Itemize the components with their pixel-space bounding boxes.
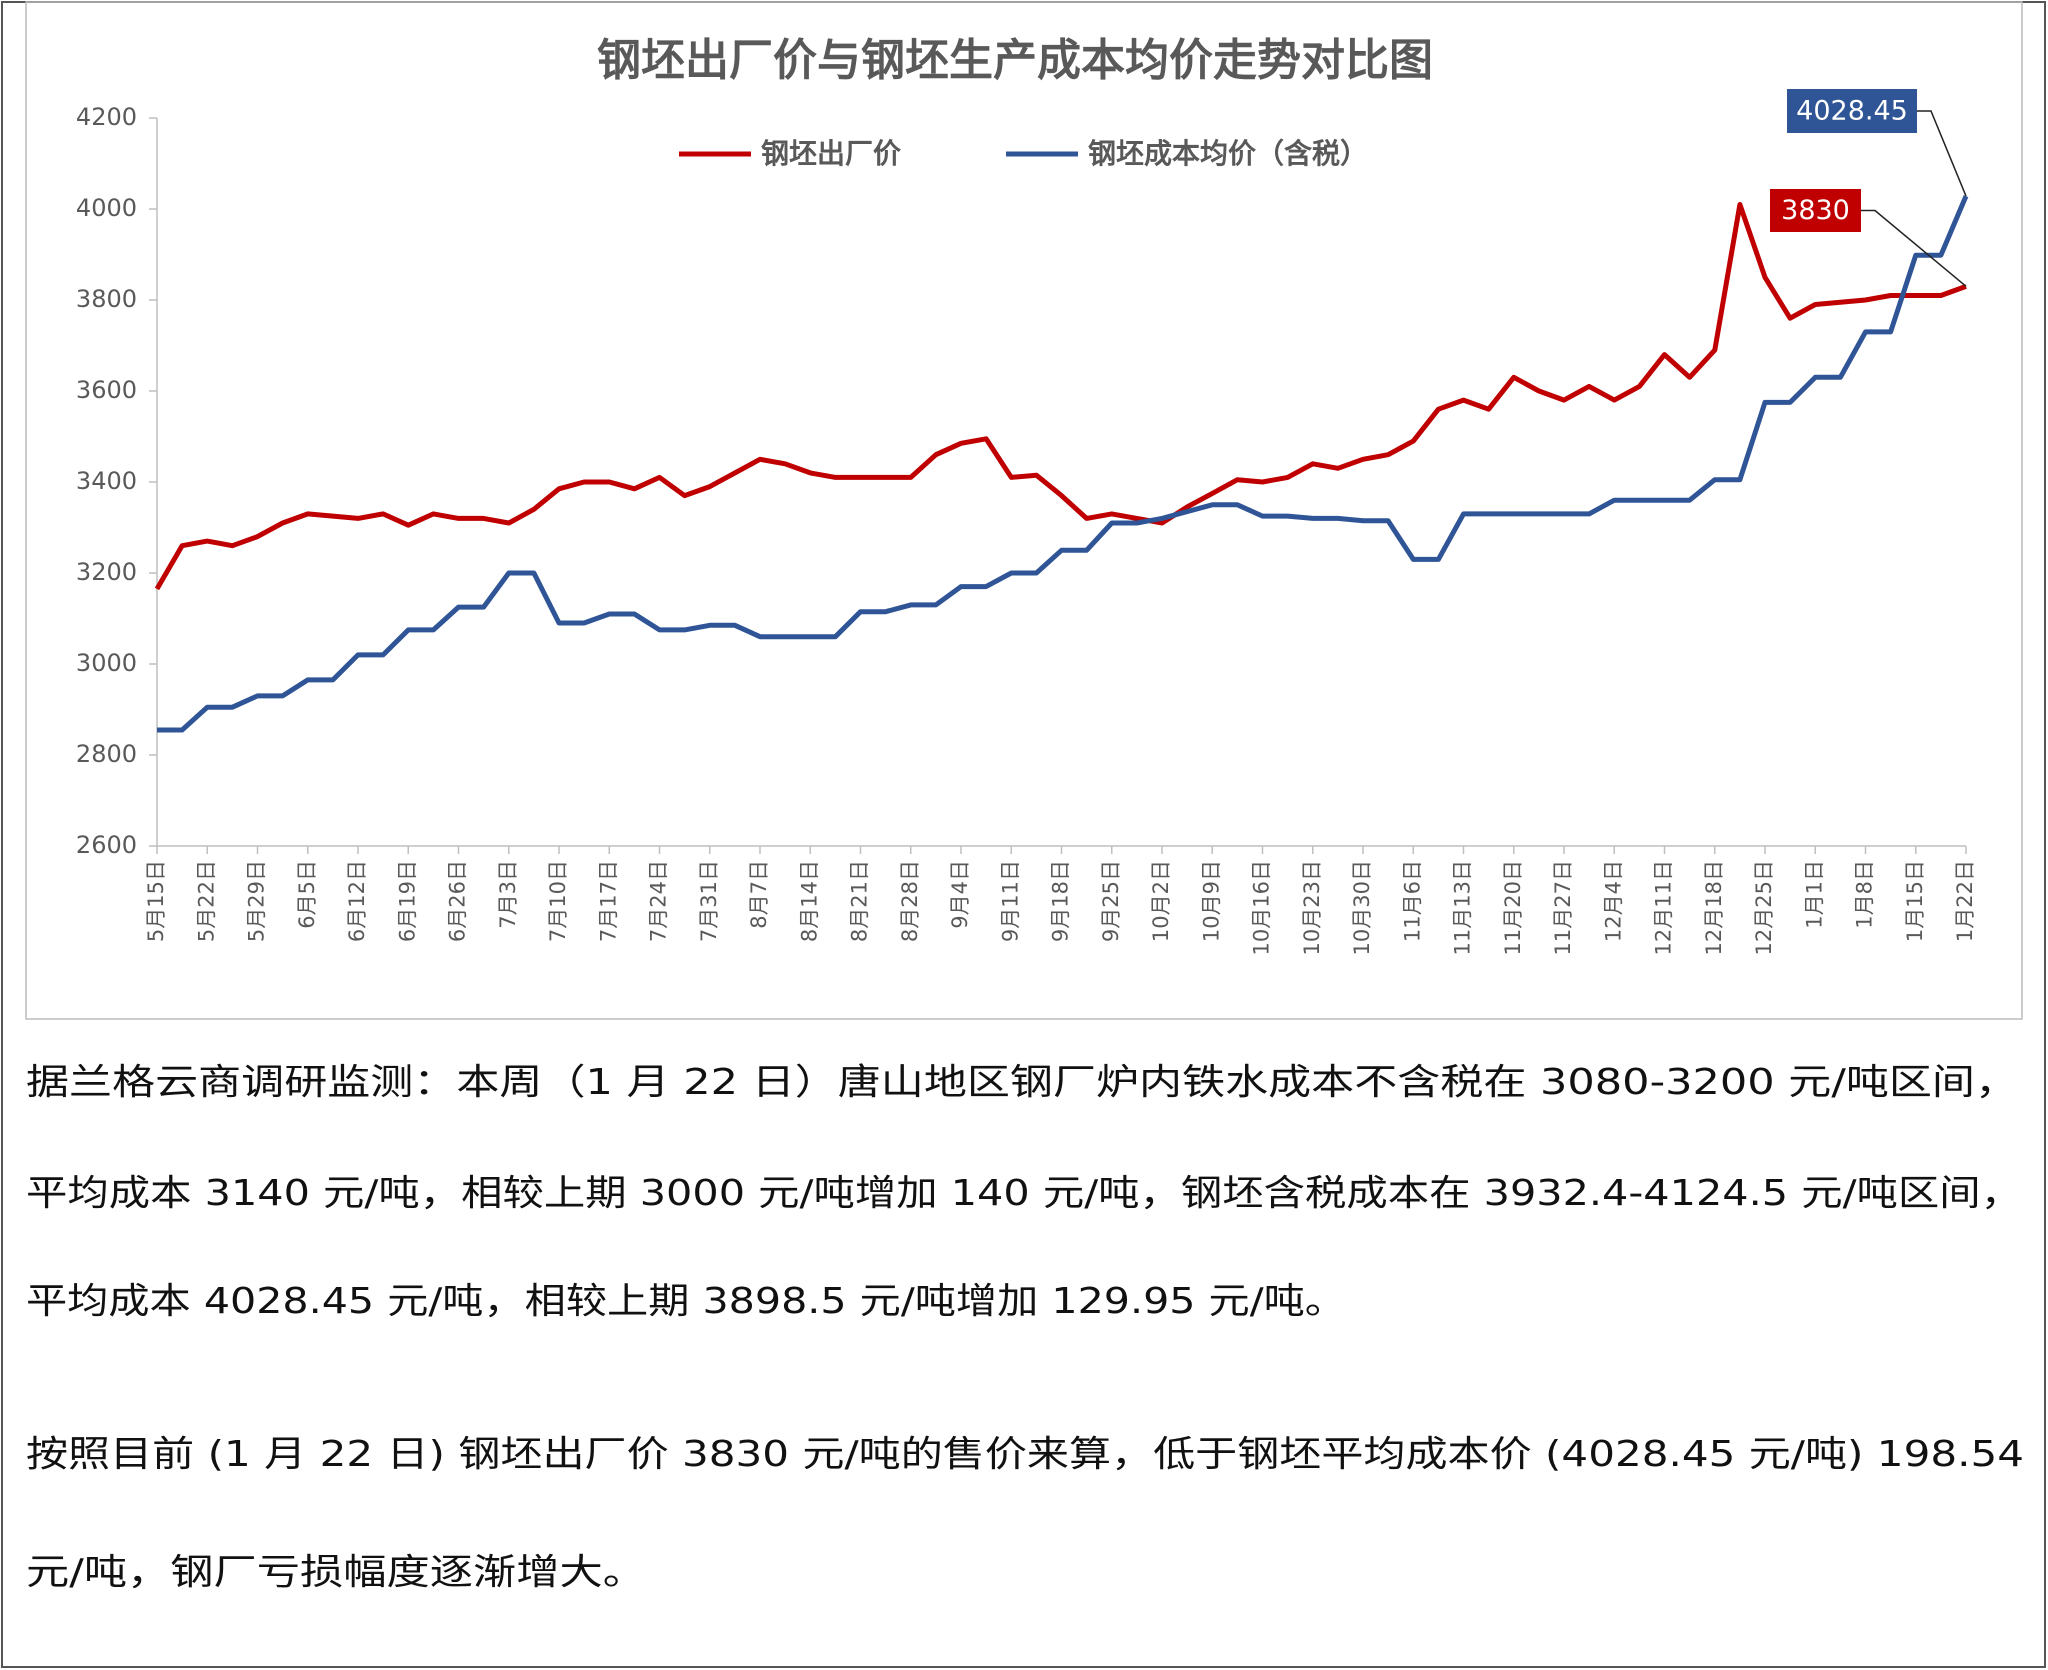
- x-tick-label: 12月4日: [1601, 860, 1625, 942]
- x-tick-label: 9月4日: [948, 860, 972, 929]
- legend-label: 钢坯出厂价: [761, 137, 902, 170]
- y-tick-label: 3600: [76, 376, 137, 404]
- paragraph-line: 据兰格云商调研监测：本周（1 月 22 日）唐山地区钢厂炉内铁水成本不含税在 3…: [26, 1062, 2018, 1103]
- series-line: [154, 202, 1967, 591]
- paragraph-line: 按照目前 (1 月 22 日) 钢坯出厂价 3830 元/吨的售价来算，低于钢坯…: [26, 1434, 2024, 1475]
- x-tick-label: 1月1日: [1802, 860, 1826, 929]
- legend-label: 钢坯成本均价（含税）: [1088, 137, 1368, 170]
- x-tick-label: 5月29日: [245, 860, 269, 942]
- x-tick-label: 5月22日: [194, 860, 218, 942]
- paragraph-line: 平均成本 3140 元/吨，相较上期 3000 元/吨增加 140 元/吨，钢坯…: [26, 1173, 2022, 1214]
- x-tick-label: 7月10日: [546, 860, 570, 942]
- data-label-box: [1770, 189, 1861, 232]
- x-tick-label: 11月13日: [1451, 860, 1475, 955]
- series-line: [157, 195, 1969, 733]
- y-tick-label: 2600: [76, 831, 137, 859]
- x-tick-label: 8月14日: [797, 860, 821, 942]
- x-tick-label: 1月22日: [1953, 860, 1977, 942]
- y-tick-label: 3000: [76, 649, 137, 677]
- x-tick-label: 12月11日: [1652, 860, 1676, 955]
- x-tick-label: 5月15日: [144, 860, 168, 942]
- x-tick-label: 10月30日: [1350, 860, 1374, 955]
- y-tick-label: 3800: [76, 285, 137, 313]
- x-tick-label: 8月28日: [898, 860, 922, 942]
- x-tick-label: 10月2日: [1149, 860, 1173, 942]
- data-label: 3830: [1781, 195, 1850, 226]
- x-tick-label: 8月21日: [848, 860, 872, 942]
- x-tick-label: 6月19日: [395, 860, 419, 942]
- x-tick-label: 10月16日: [1250, 860, 1274, 955]
- x-tick-label: 9月18日: [1049, 860, 1073, 942]
- y-tick-label: 3400: [76, 467, 137, 495]
- x-tick-label: 8月7日: [747, 860, 771, 929]
- x-tick-label: 6月5日: [295, 860, 319, 929]
- x-tick-label: 6月12日: [345, 860, 369, 942]
- x-tick-label: 12月18日: [1702, 860, 1726, 955]
- paragraph-line: 元/吨，钢厂亏损幅度逐渐增大。: [26, 1552, 646, 1593]
- x-tick-label: 11月20日: [1501, 860, 1525, 955]
- x-tick-label: 6月26日: [446, 860, 470, 942]
- x-tick-label: 7月24日: [647, 860, 671, 942]
- y-tick-label: 3200: [76, 558, 137, 586]
- x-tick-label: 7月17日: [596, 860, 620, 942]
- x-tick-label: 7月3日: [496, 860, 520, 929]
- x-tick-label: 9月25日: [1099, 860, 1123, 942]
- x-tick-label: 11月6日: [1400, 860, 1424, 942]
- data-label-box: [1787, 89, 1917, 133]
- chart-title: 钢坯出厂价与钢坯生产成本均价走势对比图: [597, 35, 1433, 86]
- y-tick-label: 2800: [76, 740, 137, 768]
- leader-line: [1917, 110, 1967, 197]
- x-tick-label: 1月8日: [1853, 860, 1877, 929]
- y-tick-label: 4000: [76, 194, 137, 222]
- leader-line: [1861, 209, 1967, 287]
- x-tick-label: 10月23日: [1300, 860, 1324, 955]
- y-tick-label: 4200: [76, 103, 137, 131]
- data-label: 4028.45: [1796, 96, 1908, 127]
- x-tick-label: 9月11日: [998, 860, 1022, 942]
- paragraph-line: 平均成本 4028.45 元/吨，相较上期 3898.5 元/吨增加 129.9…: [26, 1281, 1346, 1322]
- x-tick-label: 7月31日: [697, 860, 721, 942]
- x-tick-label: 10月9日: [1199, 860, 1223, 942]
- x-tick-label: 1月15日: [1903, 860, 1927, 942]
- x-tick-label: 12月25日: [1752, 860, 1776, 955]
- x-tick-label: 11月27日: [1551, 860, 1575, 955]
- chart-frame: [25, 1, 2023, 1020]
